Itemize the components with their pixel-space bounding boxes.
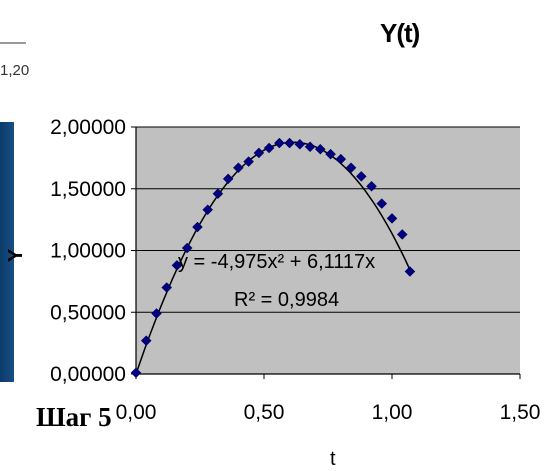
y-axis-label: Y: [5, 248, 28, 263]
data-point: [366, 180, 377, 192]
data-point: [171, 259, 183, 271]
data-point: [404, 266, 416, 277]
axes: [131, 126, 521, 379]
data-point: [335, 153, 347, 165]
x-tick-label: 1,50: [500, 401, 541, 424]
x-tick-label: 1,00: [372, 401, 413, 424]
data-point: [376, 198, 388, 209]
x-tick-label: 0,00: [116, 401, 157, 424]
data-point: [263, 142, 275, 154]
data-point: [355, 171, 367, 182]
y-tick-label: 0,50000: [50, 301, 126, 324]
trendline-equation: y = -4,975x² + 6,1117x: [178, 251, 375, 273]
data-point: [151, 308, 162, 319]
data-point: [314, 143, 326, 155]
data-point: [284, 137, 295, 149]
table-fragment-value: 1,20: [0, 62, 30, 79]
y-tick-label: 0,00000: [50, 363, 126, 386]
data-point: [233, 162, 244, 174]
slide: 1,20 Y(t) 0,00000 0,50000 1,00000 1,50000 2,…: [0, 18, 540, 470]
x-tick-label: 0,50: [244, 401, 285, 424]
data-point: [130, 367, 142, 379]
side-panel-strip: [0, 122, 14, 382]
data-point: [345, 162, 357, 174]
data-point: [325, 148, 336, 160]
data-point: [253, 147, 265, 159]
data-points: [130, 137, 416, 379]
gridlines: [136, 126, 520, 313]
data-point: [140, 335, 152, 347]
data-point: [212, 188, 224, 200]
data-point: [161, 282, 173, 293]
data-point: [243, 156, 254, 167]
table-fragment-line: [0, 42, 26, 44]
x-axis-label: t: [330, 448, 336, 470]
y-tick-label: 1,50000: [50, 178, 126, 201]
y-tick-label: 1,00000: [50, 240, 126, 263]
data-point: [294, 138, 306, 150]
data-point: [192, 221, 203, 233]
chart-title: Y(t): [380, 18, 420, 48]
data-point: [386, 213, 398, 224]
r-squared: R² = 0,9984: [234, 289, 339, 311]
tick-labels: 0,00000 0,50000 1,00000 1,50000 2,00000 0,00 0…: [50, 116, 540, 424]
trendline: [135, 141, 411, 375]
data-point: [274, 137, 285, 149]
data-point: [181, 242, 193, 254]
data-point: [396, 229, 408, 240]
data-point: [202, 204, 214, 216]
y-tick-label: 2,00000: [50, 116, 126, 139]
chart: 0,00000 0,50000 1,00000 1,50000 2,00000 0,00 0…: [50, 116, 540, 424]
data-point: [222, 173, 234, 185]
data-point: [304, 141, 316, 153]
step-caption: Шаг 5: [36, 402, 112, 432]
